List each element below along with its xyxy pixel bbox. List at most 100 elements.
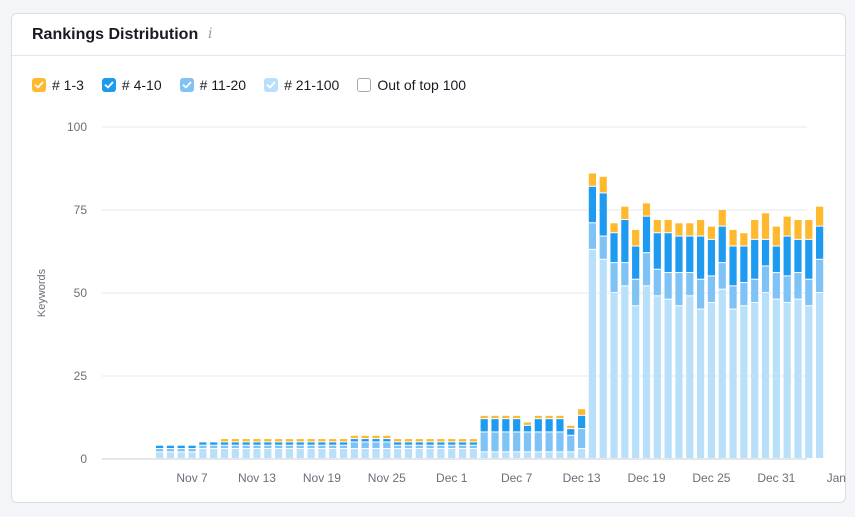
bar-segment (426, 445, 434, 449)
bar-segment (610, 293, 618, 458)
bar-segment (329, 439, 337, 442)
bar-segment (556, 432, 564, 452)
bar-segment (718, 226, 726, 263)
bar-segment (729, 229, 737, 246)
legend-item-4[interactable]: Out of top 100 (357, 77, 466, 93)
bar-segment (718, 289, 726, 458)
x-tick-label: Dec 25 (692, 471, 730, 485)
bar-segment (686, 236, 694, 273)
info-icon[interactable]: i (208, 26, 213, 42)
x-tick-label: Jan 6 (827, 471, 847, 485)
bar-segment (577, 449, 586, 458)
bar-segment (740, 306, 748, 458)
bar-segment (621, 286, 629, 458)
bar-segment (805, 239, 813, 279)
bar-segment (588, 249, 596, 458)
bar-segment (794, 299, 802, 458)
bar-segment (653, 296, 661, 458)
bar-segment (242, 449, 250, 458)
bar-segment (610, 233, 618, 263)
bar-segment (675, 273, 683, 306)
bar-segment (729, 246, 737, 286)
bar-segment (394, 449, 402, 458)
bar-segment (285, 449, 294, 458)
y-tick-label: 25 (74, 369, 88, 383)
bar-segment (264, 439, 272, 442)
bar-segment (707, 276, 716, 302)
bar-segment (642, 286, 651, 458)
bar-segment (751, 279, 759, 302)
legend-item-0[interactable]: # 1-3 (32, 77, 84, 93)
y-tick-label: 50 (74, 286, 88, 300)
bar-segment (707, 226, 716, 239)
bar-segment (296, 445, 304, 449)
bar-segment (264, 445, 272, 449)
bar-segment (632, 279, 640, 306)
x-tick-label: Dec 19 (627, 471, 665, 485)
bar-segment (783, 216, 791, 236)
bar-segment (318, 442, 326, 445)
bar-segment (210, 442, 218, 445)
bar-segment (383, 449, 391, 458)
bar-segment (339, 439, 348, 442)
bar-segment (664, 299, 672, 458)
bar-segment (469, 439, 477, 442)
bar-segment (383, 442, 391, 449)
bar-segment (437, 442, 445, 445)
bar-segment (772, 299, 780, 458)
bar-segment (448, 449, 456, 458)
bar-segment (426, 442, 434, 445)
legend-item-3[interactable]: # 21-100 (264, 77, 339, 93)
bar-segment (707, 302, 716, 458)
bar-segment (523, 452, 532, 458)
bar-segment (383, 435, 391, 439)
bar-segment (588, 186, 596, 223)
bar-segment (437, 449, 445, 458)
bar-segment (794, 219, 802, 239)
bar-segment (664, 233, 672, 273)
bar-segment (329, 449, 337, 458)
bar-segment (220, 445, 229, 449)
bar-segment (296, 439, 304, 442)
checkbox-checked-icon[interactable] (264, 78, 279, 92)
bar-segment (372, 449, 380, 458)
checkbox-checked-icon[interactable] (32, 78, 46, 92)
bar-segment (426, 439, 434, 442)
legend-item-1[interactable]: # 4-10 (101, 77, 162, 93)
bar-segment (242, 445, 250, 449)
bar-segment (816, 259, 824, 292)
checkbox-checked-icon[interactable] (179, 78, 194, 92)
bar-segment (751, 302, 759, 458)
bar-segment (437, 439, 445, 442)
checkbox-checked-icon[interactable] (101, 78, 116, 92)
bar-segment (729, 286, 737, 309)
bar-segment (816, 226, 824, 259)
bar-segment (502, 419, 510, 432)
bar-segment (567, 452, 575, 458)
bar-segment (534, 419, 542, 432)
bar-segment (545, 419, 553, 432)
bar-segment (621, 206, 629, 219)
legend-item-2[interactable]: # 11-20 (179, 77, 246, 93)
bar-segment (199, 442, 207, 445)
bar-segment (210, 449, 218, 458)
bar-segment (339, 449, 348, 458)
bar-segment (285, 445, 294, 449)
legend-label: # 1-3 (52, 77, 84, 93)
bar-segment (686, 273, 694, 296)
legend-label: # 4-10 (121, 77, 162, 93)
bar-segment (361, 439, 369, 442)
bar-segment (653, 269, 661, 296)
bar-segment (783, 276, 791, 302)
bar-segment (513, 452, 521, 458)
bar-segment (567, 425, 575, 429)
bar-segment (275, 445, 283, 449)
bar-segment (545, 432, 553, 452)
bar-segment (264, 449, 272, 458)
bar-segment (220, 449, 229, 458)
bar-segment (448, 439, 456, 442)
x-tick-label: Nov 13 (238, 471, 276, 485)
bar-segment (404, 445, 413, 449)
checkbox-empty-icon[interactable] (357, 78, 372, 92)
bar-segment (686, 296, 694, 458)
